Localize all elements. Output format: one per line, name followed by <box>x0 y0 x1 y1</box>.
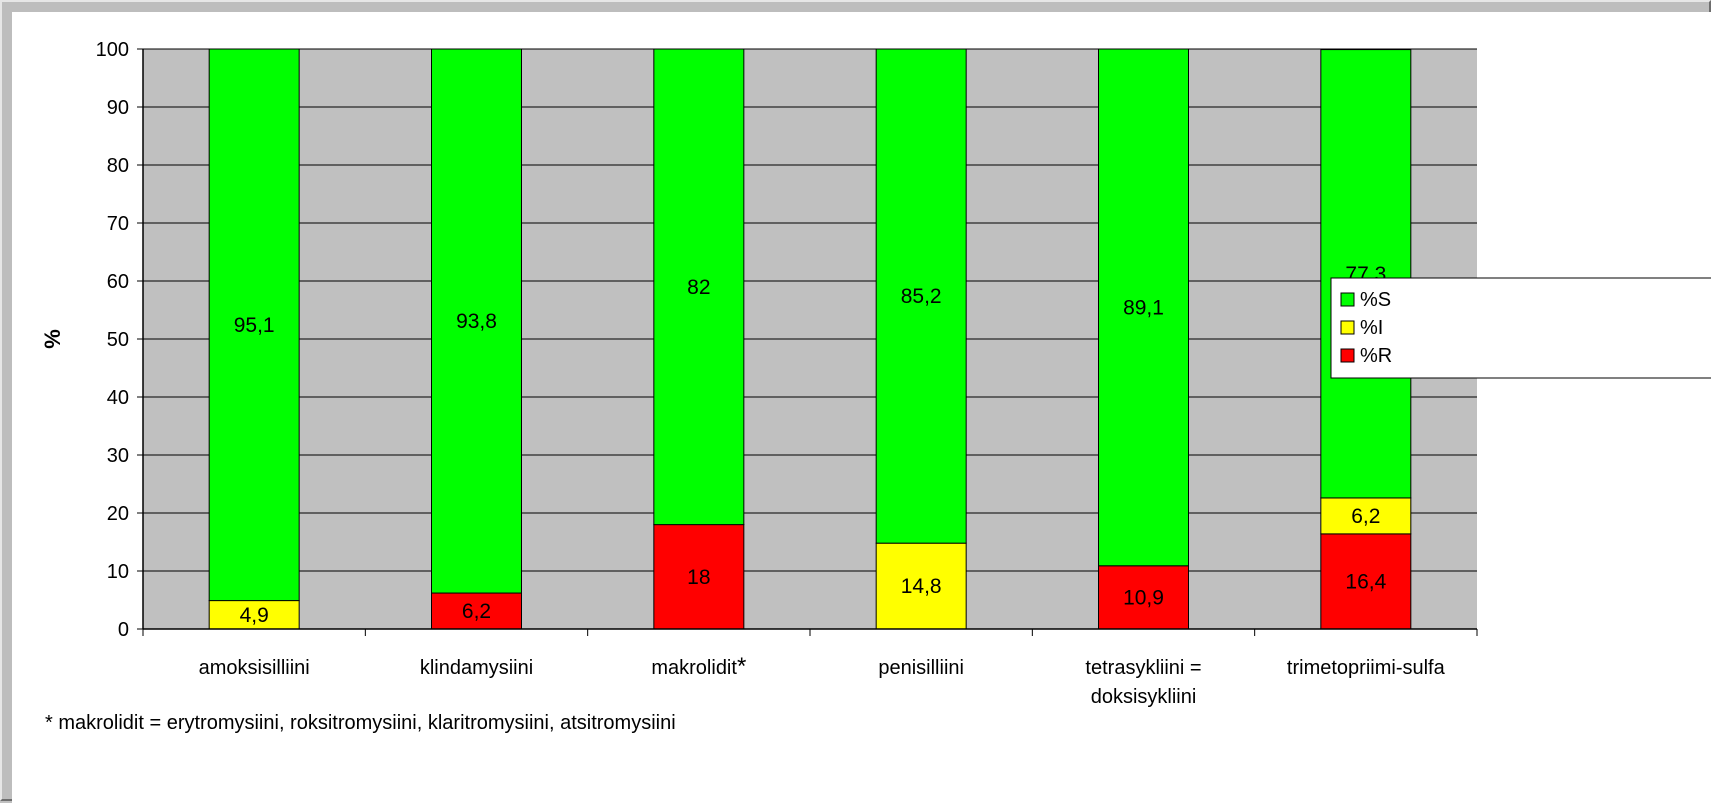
x-category-label: amoksisilliini <box>199 657 310 679</box>
x-category-label: tetrasykliini = <box>1085 657 1201 679</box>
y-tick-label: 80 <box>107 155 129 177</box>
bar-value-label: 6,2 <box>1351 505 1380 528</box>
y-tick-label: 70 <box>107 213 129 235</box>
bar-value-label: 89,1 <box>1123 296 1164 319</box>
axes <box>137 48 1478 636</box>
y-axis-title: % <box>40 329 65 349</box>
legend: %S %I %R <box>1330 277 1711 379</box>
y-tick-labels: 0 10 20 30 40 50 60 70 80 90 100 <box>96 39 129 641</box>
legend-label: %I <box>1360 317 1383 339</box>
legend-swatch <box>1340 320 1355 335</box>
bar-segment <box>208 48 300 602</box>
bar-value-label: 16,4 <box>1345 570 1386 593</box>
y-tick-label: 30 <box>107 445 129 467</box>
footnote: * makrolidit = erytromysiini, roksitromy… <box>45 712 676 734</box>
bar-value-label: 6,2 <box>462 600 491 623</box>
y-tick-label: 20 <box>107 503 129 525</box>
gridlines <box>143 48 1477 572</box>
x-category-label: doksisykliini <box>1091 686 1197 708</box>
y-tick-label: 100 <box>96 39 129 61</box>
y-tick-label: 10 <box>107 561 129 583</box>
legend-label: %S <box>1360 289 1391 311</box>
legend-swatch <box>1340 292 1355 307</box>
x-category-label: klindamysiini <box>420 657 533 679</box>
y-tick-label: 50 <box>107 329 129 351</box>
bar-segment <box>431 48 522 594</box>
bar-segment <box>208 600 300 630</box>
bar-segment <box>1320 49 1412 499</box>
y-tick-label: 0 <box>118 619 129 641</box>
bar-value-label: 10,9 <box>1123 586 1164 609</box>
bar-value-label: 4,9 <box>240 604 269 627</box>
bar-segment <box>1320 497 1412 535</box>
y-tick-label: 90 <box>107 97 129 119</box>
stacked-bar-chart: 0 10 20 30 40 50 60 70 80 90 100 amoksisilliini kli… <box>40 39 1711 734</box>
bar-value-label: 14,8 <box>901 575 942 598</box>
bar-value-label: 93,8 <box>456 310 497 333</box>
bar-value-label: 82 <box>687 276 710 299</box>
bar-value-label: 95,1 <box>234 314 275 337</box>
bar-segment <box>653 48 745 526</box>
bar-value-label: 18 <box>687 566 710 589</box>
bar-segment <box>1098 565 1189 630</box>
bars <box>208 48 1412 630</box>
bar-segment <box>875 542 967 630</box>
bar-value-label: 85,2 <box>901 285 942 308</box>
x-category-label: trimetopriimi-sulfa <box>1287 657 1446 679</box>
bar-segment <box>875 48 967 544</box>
y-tick-label: 60 <box>107 271 129 293</box>
bar-segment <box>653 524 745 630</box>
x-category-labels: amoksisilliini klindamysiini makrolidit* pe… <box>199 653 1446 708</box>
y-tick-label: 40 <box>107 387 129 409</box>
chart-area: 0 10 20 30 40 50 60 70 80 90 100 amoksisilliini kli… <box>12 12 1711 803</box>
x-category-label: makrolidit* <box>651 653 746 680</box>
legend-swatch <box>1340 348 1355 363</box>
legend-box <box>1330 277 1711 379</box>
legend-label: %R <box>1360 345 1392 367</box>
bar-segment <box>431 592 522 630</box>
bar-segment <box>1098 48 1189 567</box>
x-category-label: penisilliini <box>878 657 964 679</box>
